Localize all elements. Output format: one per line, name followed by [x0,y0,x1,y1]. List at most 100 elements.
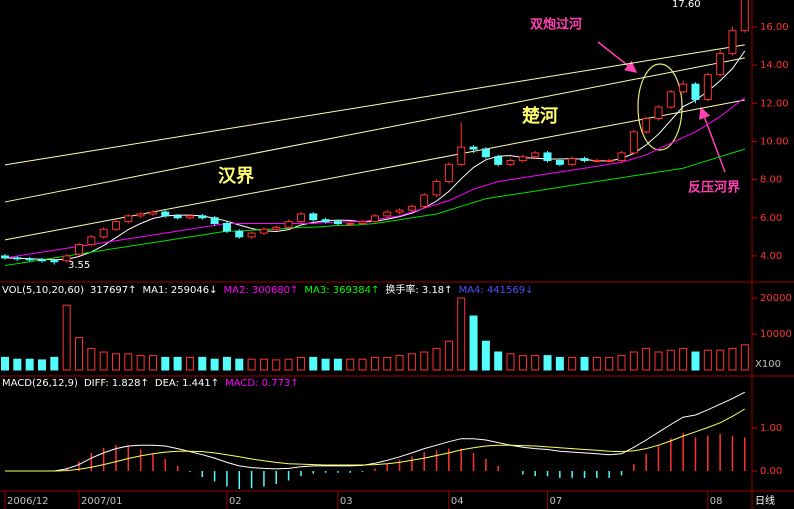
candle-body [247,232,256,238]
candle-body [37,259,46,262]
volume-bar [124,353,133,371]
volume-bar [99,351,108,371]
volume-bar [198,356,207,371]
volume-bar [222,356,231,371]
candle-body [740,0,749,32]
candle-body [259,228,268,234]
candle-body [444,163,453,183]
min-label: 3.55 [68,260,90,271]
volume-bar [617,355,626,371]
volume-bar [740,344,749,371]
candle-body [50,260,59,263]
candle-body [284,221,293,228]
volume-bar [358,358,367,371]
candle-body [592,160,601,163]
volume-bar [642,347,651,371]
candle-body [543,152,552,162]
candle-body [1,255,9,259]
x-tick-label: 03 [340,496,353,507]
candle-body [679,83,688,93]
header-item: DEA: 1.441↑ [155,378,219,389]
volume-bar [321,358,330,371]
volume-bar [654,351,663,371]
header-item: MA4: 441569↓ [459,285,534,296]
candle-body [222,223,231,232]
volume-bar [161,356,170,371]
candle-body [383,211,392,217]
candle-body [136,213,145,217]
y-tick-label: 12.00 [760,98,789,109]
volume-bar [531,355,540,371]
volume-bar [296,356,305,371]
candle-body [703,74,712,100]
annotation: 17.60 [672,0,701,10]
candle-body [457,146,466,165]
volume-bar [580,356,589,371]
candle-body [296,213,305,223]
volume-bar [518,355,527,371]
volume-bar [13,358,22,371]
unit-label: X100 [755,359,781,370]
candle-body [13,257,22,260]
header-item: MA2: 300680↑ [223,285,298,296]
candle-body [235,230,244,238]
candle-body [99,228,108,238]
volume-bar [395,355,404,371]
volume-bar [407,353,416,371]
candle-body [420,194,429,207]
volume-bar [383,356,392,371]
candle-body [210,217,219,225]
y-tick-label: 10000 [760,329,792,340]
x-tick-label: 08 [710,496,723,507]
x-tick-label: 02 [229,496,242,507]
y-tick-label: 20000 [760,293,792,304]
header-item: DIFF: 1.828↑ [84,378,149,389]
candle-body [370,215,379,223]
panel-header: MACD(26,12,9) DIFF: 1.828↑ DEA: 1.441↑ MACD… [2,378,299,389]
header-item: 317697↑ [90,285,137,296]
candle-body [469,146,478,150]
volume-bar [309,356,318,371]
volume-bar [506,353,515,371]
header-item: MACD(26,12,9) [2,378,78,389]
highlight-ellipse [637,63,683,151]
y-tick-label: 1.00 [760,423,782,434]
volume-bar [728,347,737,371]
candle-body [494,156,503,165]
y-tick-label: 4.00 [760,251,782,262]
volume-bar [420,351,429,371]
volume-bar [235,358,244,371]
header-item: MA1: 259046↓ [143,285,218,296]
channel-line [4,44,745,166]
volume-bar [111,353,120,371]
volume-bar [87,347,96,371]
volume-bar [568,356,577,371]
candle-body [617,152,626,162]
candle-body [605,160,614,163]
macd-line [5,391,746,472]
annotation: 楚河 [522,105,558,127]
x-tick-label: 2007/01 [81,496,123,507]
volume-bar [333,358,342,371]
timeframe-label: 日线 [755,494,775,507]
volume-bar [284,358,293,371]
candle-body [568,158,577,165]
candle-body [124,215,133,223]
candle-body [333,221,342,225]
candle-body [531,152,540,158]
volume-bar [346,358,355,371]
header-item: 换手率: 3.18↑ [385,283,452,296]
volume-bar [543,355,552,371]
y-tick-label: 8.00 [760,175,782,186]
volume-bar [444,340,453,371]
candle-body [432,181,441,196]
y-tick-label: 6.00 [760,213,782,224]
candle-body [716,53,725,76]
volume-bar [469,315,478,371]
candle-body [654,106,663,120]
y-tick-label: 0.00 [760,466,782,477]
volume-bar [703,349,712,371]
candle-body [87,236,96,245]
